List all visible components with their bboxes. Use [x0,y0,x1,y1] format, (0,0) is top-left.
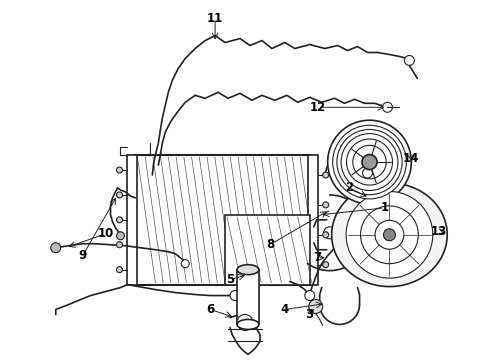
Polygon shape [332,183,447,287]
Circle shape [181,260,189,268]
Text: 7: 7 [314,251,322,264]
Circle shape [117,217,122,223]
Circle shape [375,220,404,249]
Text: 4: 4 [281,303,289,316]
Circle shape [349,219,360,229]
Circle shape [328,120,412,204]
Bar [127,155,137,285]
Circle shape [117,192,122,198]
Circle shape [323,232,329,238]
Circle shape [324,227,336,239]
Text: 1: 1 [380,201,389,215]
Circle shape [346,139,392,185]
Ellipse shape [237,319,259,329]
Circle shape [337,130,402,195]
Circle shape [51,243,61,253]
Circle shape [117,267,122,273]
Text: 5: 5 [226,273,234,286]
Bar [308,155,318,285]
Circle shape [362,154,377,170]
Ellipse shape [237,265,259,275]
Circle shape [361,206,418,264]
Text: 12: 12 [310,101,326,114]
Circle shape [305,291,315,301]
Circle shape [383,102,392,112]
Bar [237,270,259,324]
Circle shape [341,134,398,190]
Circle shape [309,300,323,314]
Bar [135,155,310,285]
Bar [225,215,310,285]
Circle shape [323,172,329,178]
Text: 13: 13 [431,225,447,238]
Circle shape [353,145,386,179]
Text: 10: 10 [98,227,114,240]
Circle shape [404,55,415,66]
Circle shape [117,242,122,248]
Circle shape [346,192,433,278]
Text: 9: 9 [78,249,87,262]
Circle shape [323,202,329,208]
Circle shape [117,232,124,240]
Circle shape [323,262,329,268]
Circle shape [237,315,253,330]
Text: 3: 3 [306,308,314,321]
Text: 11: 11 [207,12,223,25]
Circle shape [117,167,122,173]
Text: 14: 14 [403,152,419,165]
Circle shape [384,229,395,241]
Circle shape [333,125,406,199]
Circle shape [363,168,372,178]
Text: 2: 2 [345,181,354,194]
Text: 8: 8 [266,238,274,251]
Circle shape [230,291,240,301]
Text: 6: 6 [206,303,214,316]
